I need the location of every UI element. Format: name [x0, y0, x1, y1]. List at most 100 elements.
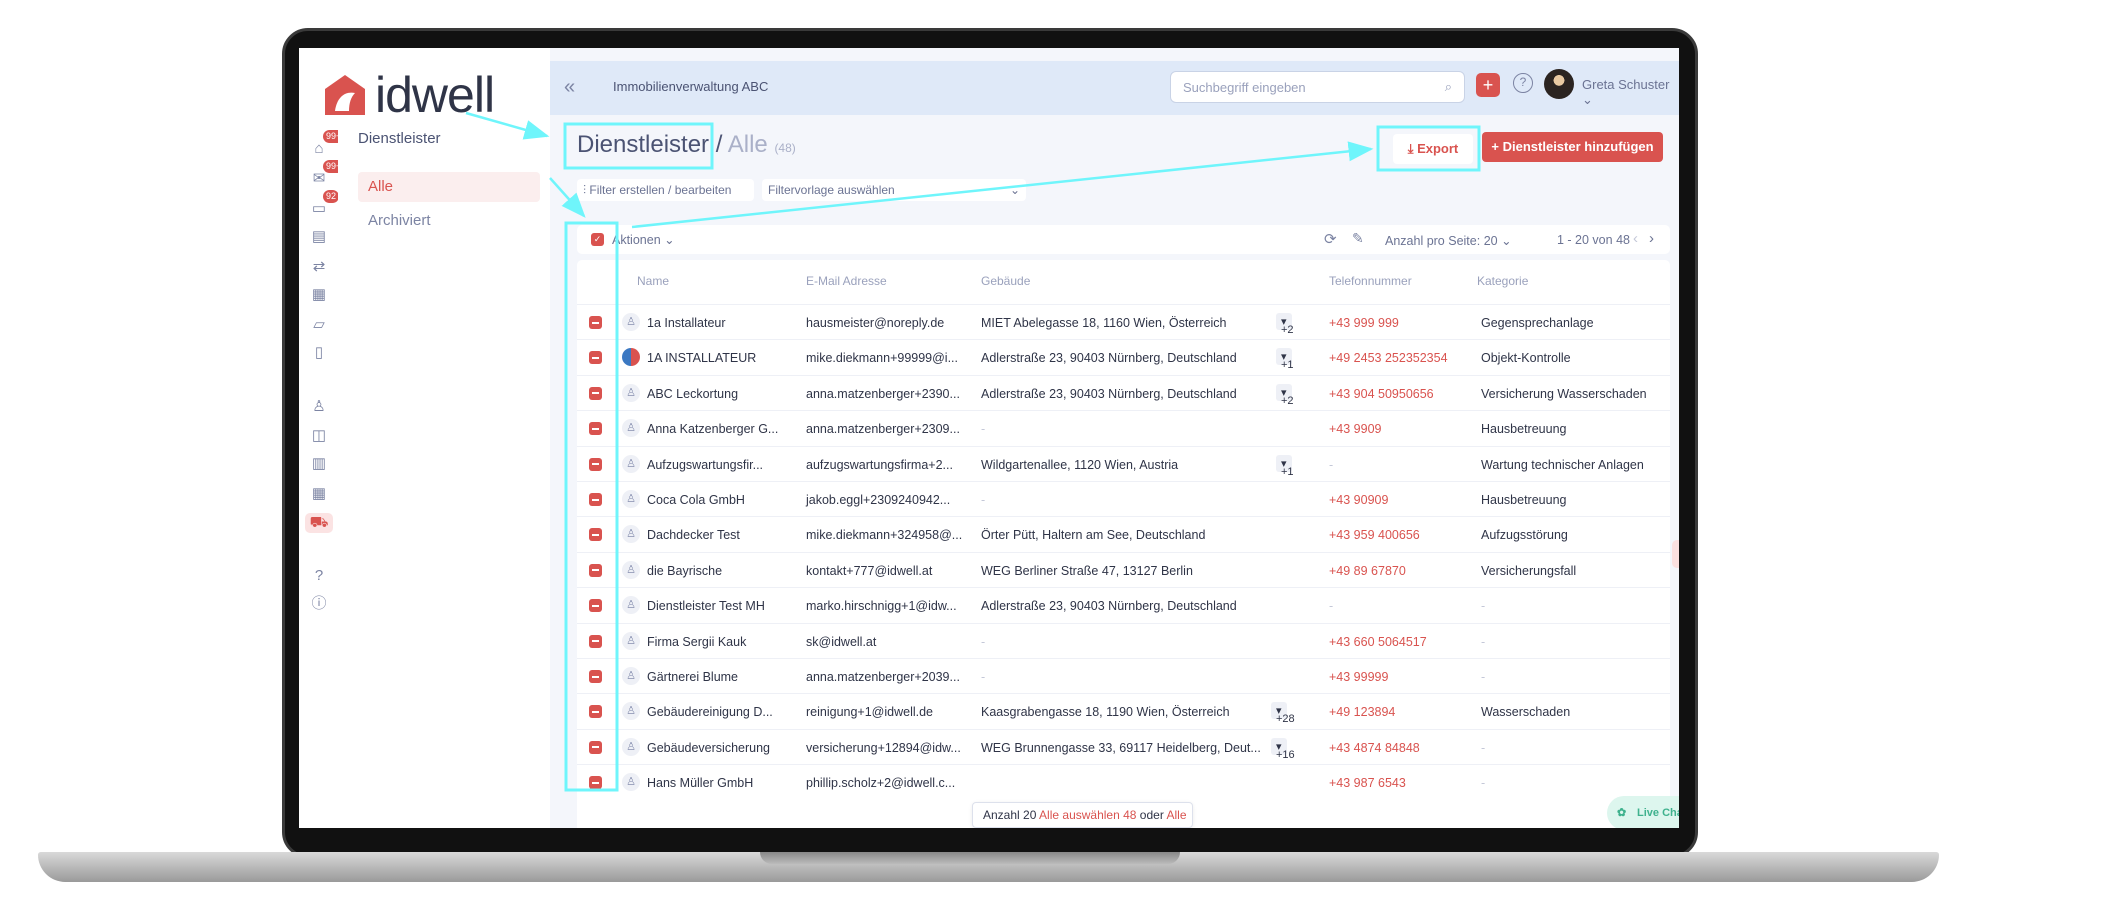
row-checkbox[interactable] — [589, 634, 602, 648]
live-chat-button[interactable]: ✿ Live Chat & Hilfe — [1607, 796, 1679, 828]
provider-name[interactable]: Dienstleister Test MH — [647, 599, 765, 614]
actions-dropdown[interactable]: Aktionen ⌄ — [612, 233, 675, 247]
table-row[interactable]: ♙ 1a Installateur hausmeister@noreply.de MI… — [577, 304, 1670, 339]
provider-phone[interactable]: +49 89 67870 — [1329, 563, 1406, 578]
row-checkbox[interactable] — [589, 528, 602, 542]
row-checkbox[interactable] — [589, 776, 602, 790]
truck-icon[interactable]: ⛟ — [305, 513, 333, 533]
select-all-checkbox[interactable]: ✓ — [591, 233, 604, 246]
table-row[interactable]: ♙ Aufzugswartungsfir... aufzugswartungsfir… — [577, 445, 1670, 481]
more-buildings-dropdown[interactable]: +16 ▾ — [1271, 737, 1295, 761]
table-row[interactable]: ♙ Hans Müller GmbH phillip.scholz+2@idwell… — [577, 764, 1670, 799]
provider-name[interactable]: ABC Leckortung — [647, 386, 739, 401]
more-buildings-dropdown[interactable]: +2 ▾ — [1276, 313, 1294, 336]
provider-phone[interactable]: - — [1329, 457, 1334, 472]
clear-selection-link[interactable]: Alle aufheben — [1166, 808, 1187, 822]
info-icon[interactable]: ⓘ — [311, 595, 327, 612]
row-checkbox[interactable] — [589, 670, 602, 683]
chat-icon[interactable]: ▭ 92 — [309, 190, 340, 219]
table-row[interactable]: ♙ Dachdecker Test mike.diekmann+324958@...… — [577, 516, 1670, 551]
search-input[interactable]: Suchbegriff eingeben ⌕ — [1170, 71, 1465, 103]
collapse-sidebar-icon[interactable]: « — [564, 76, 576, 98]
provider-name[interactable]: die Bayrische — [647, 563, 723, 578]
sidebar-item-alle[interactable]: Alle — [358, 172, 540, 202]
user-menu[interactable]: Greta Schuster ⌄ — [1582, 77, 1679, 108]
idwell-logo[interactable]: idwell — [323, 66, 495, 124]
provider-phone[interactable]: +43 9909 — [1329, 422, 1382, 437]
provider-name[interactable]: 1a Installateur — [647, 316, 726, 330]
more-buildings-dropdown[interactable]: +2 ▾ — [1276, 383, 1294, 407]
add-provider-button[interactable]: + Dienstleister hinzufügen — [1482, 132, 1663, 162]
table-row[interactable]: ♙ ABC Leckortung anna.matzenberger+2390...… — [577, 374, 1670, 410]
row-checkbox[interactable] — [589, 705, 602, 719]
quick-add-button[interactable]: + — [1476, 73, 1500, 97]
provider-phone[interactable]: +49 123894 — [1329, 705, 1396, 720]
provider-name[interactable]: Coca Cola GmbH — [647, 493, 745, 507]
col-building[interactable]: Gebäude — [981, 274, 1031, 288]
row-checkbox[interactable] — [589, 386, 602, 400]
filter-edit-button[interactable]: ⫶ Filter erstellen / bearbeiten — [577, 179, 754, 201]
scroll-right-button[interactable]: › — [1672, 540, 1679, 568]
provider-name[interactable]: Firma Sergii Kauk — [647, 634, 747, 649]
tasks-icon[interactable]: ▤ — [311, 228, 327, 245]
table-row[interactable]: 1A INSTALLATEUR mike.diekmann+99999@i... A… — [577, 339, 1670, 374]
provider-phone[interactable]: +43 904 50950656 — [1329, 386, 1434, 401]
sidebar-item-archiviert[interactable]: Archiviert — [368, 212, 431, 229]
row-checkbox[interactable] — [589, 493, 602, 506]
board-icon[interactable]: ◫ — [311, 427, 327, 444]
provider-phone[interactable]: +43 4874 84848 — [1329, 740, 1420, 755]
table-row[interactable]: ♙ Dienstleister Test MH marko.hirschnigg+1… — [577, 587, 1670, 622]
next-page-icon[interactable]: › — [1649, 230, 1654, 247]
document-icon[interactable]: ▯ — [314, 344, 324, 361]
row-checkbox[interactable] — [589, 563, 602, 577]
pencil-icon[interactable]: ✎ — [1352, 230, 1364, 246]
building-icon[interactable]: ▥ — [311, 455, 327, 472]
provider-phone[interactable]: +43 660 5064517 — [1329, 634, 1427, 649]
table-row[interactable]: ♙ die Bayrische kontakt+777@idwell.at WEG B… — [577, 551, 1670, 587]
col-category[interactable]: Kategorie — [1477, 274, 1529, 288]
more-buildings-dropdown[interactable]: +1 ▾ — [1276, 454, 1294, 478]
col-name[interactable]: Name — [637, 274, 670, 288]
per-page-select[interactable]: Anzahl pro Seite: 20 ⌄ — [1385, 234, 1512, 248]
provider-phone[interactable]: +49 2453 252352354 — [1329, 351, 1448, 366]
person-icon[interactable]: ♙ — [312, 398, 326, 415]
row-checkbox[interactable] — [589, 351, 602, 365]
export-button[interactable]: ⤓ Export — [1393, 134, 1473, 164]
provider-name[interactable]: Anna Katzenberger G... — [647, 422, 779, 437]
row-checkbox[interactable] — [589, 599, 602, 613]
table-row[interactable]: ♙ Firma Sergii Kauk sk@idwell.at - +43 660 5… — [577, 622, 1670, 658]
table-row[interactable]: ♙ Gebäudereinigung D... reinigung+1@idwell… — [577, 693, 1670, 728]
more-buildings-dropdown[interactable]: +28 ▾ — [1271, 702, 1295, 725]
transfer-icon[interactable]: ⇄ — [312, 258, 326, 275]
folder-icon[interactable]: ▱ — [313, 316, 325, 333]
help-icon[interactable]: ? — [314, 567, 324, 584]
provider-phone[interactable]: +43 987 6543 — [1329, 776, 1406, 791]
table-row[interactable]: ♙ Gärtnerei Blume anna.matzenberger+2039..… — [577, 658, 1670, 693]
row-checkbox[interactable] — [589, 316, 602, 329]
provider-name[interactable]: 1A INSTALLATEUR — [647, 351, 757, 366]
provider-name[interactable]: Hans Müller GmbH — [647, 776, 754, 791]
row-checkbox[interactable] — [589, 740, 602, 754]
provider-name[interactable]: Gärtnerei Blume — [647, 670, 739, 684]
provider-name[interactable]: Dachdecker Test — [647, 528, 740, 543]
table-row[interactable]: ♙ Anna Katzenberger G... anna.matzenberger… — [577, 410, 1670, 445]
provider-phone[interactable]: - — [1329, 599, 1334, 614]
select-all-link[interactable]: Alle auswählen 48 — [1039, 808, 1137, 822]
refresh-icon[interactable]: ⟳ — [1324, 231, 1337, 248]
prev-page-icon[interactable]: ‹ — [1633, 230, 1638, 247]
provider-name[interactable]: Aufzugswartungsfir... — [647, 457, 764, 472]
provider-phone[interactable]: +43 959 400656 — [1329, 528, 1420, 543]
provider-phone[interactable]: +43 90909 — [1329, 493, 1389, 507]
provider-phone[interactable]: +43 99999 — [1329, 670, 1389, 684]
calendar-icon[interactable]: ▦ — [311, 286, 327, 303]
col-email[interactable]: E-Mail Adresse — [806, 274, 887, 288]
row-checkbox[interactable] — [589, 422, 602, 436]
avatar[interactable] — [1544, 69, 1574, 99]
help-icon[interactable]: ? — [1513, 73, 1533, 93]
provider-name[interactable]: Gebäudeversicherung — [647, 740, 770, 755]
row-checkbox[interactable] — [589, 457, 602, 471]
more-buildings-dropdown[interactable]: +1 ▾ — [1276, 348, 1294, 371]
table-row[interactable]: ♙ Gebäudeversicherung versicherung+12894@i… — [577, 728, 1670, 764]
provider-name[interactable]: Gebäudereinigung D... — [647, 705, 773, 720]
col-phone[interactable]: Telefonnummer — [1329, 274, 1412, 288]
